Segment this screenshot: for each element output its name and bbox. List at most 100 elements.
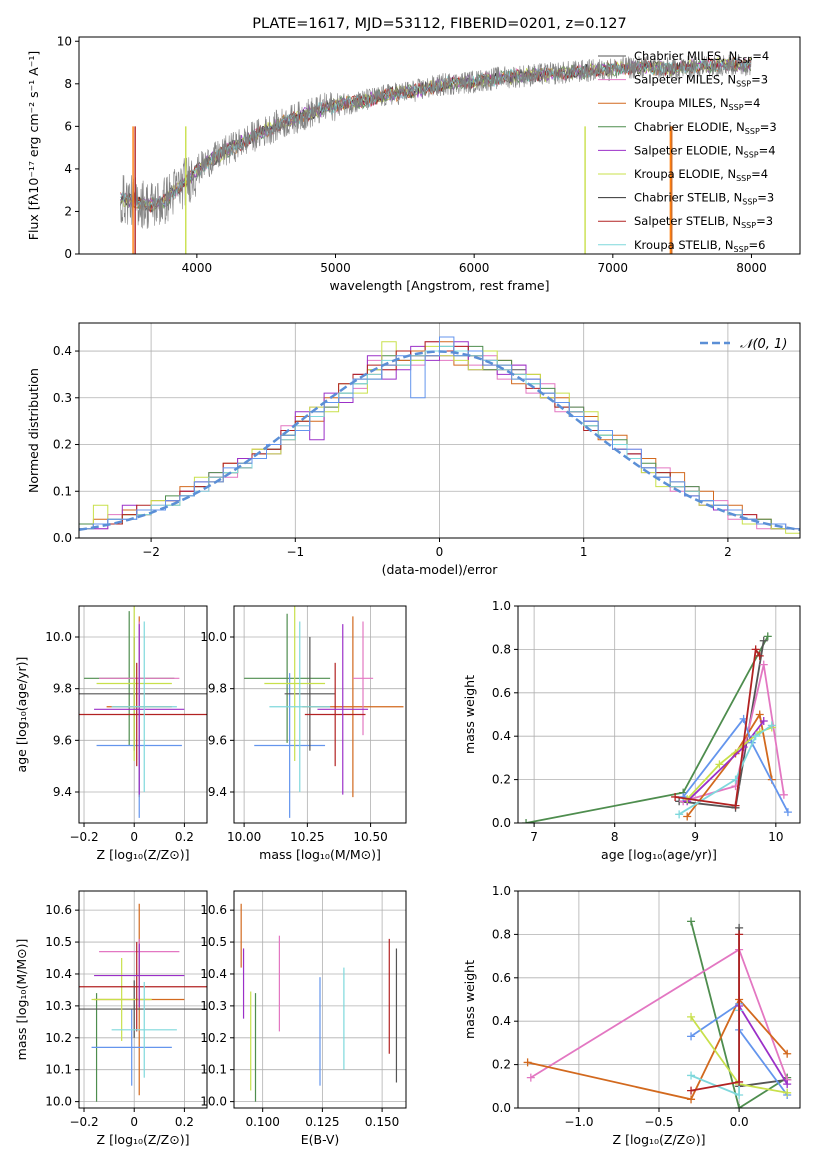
plot-area <box>522 632 792 823</box>
errorbar-point <box>304 662 366 767</box>
x-axis-label: Z [log₁₀(Z/Z⊙)] <box>97 1132 190 1147</box>
y-axis-label: Normed distribution <box>26 368 41 493</box>
x-tick-label: 8000 <box>736 261 767 275</box>
weight-line <box>525 635 769 823</box>
plot-area <box>240 903 398 1102</box>
weight-marker <box>687 1086 696 1095</box>
legend-label: Chabrier MILES, NSSP=4 <box>634 49 769 65</box>
legend-label-sub: SSP <box>745 127 760 136</box>
y-tick-label: 10 <box>57 34 72 48</box>
y-tick-label: 0.8 <box>492 642 511 656</box>
legend-label: Salpeter STELIB, NSSP=3 <box>634 214 773 230</box>
x-tick-label: 0 <box>436 545 444 559</box>
plot-area <box>120 53 752 254</box>
x-tick-label: 0.100 <box>245 1115 279 1129</box>
legend-label-name: Chabrier MILES, N <box>634 49 737 63</box>
y-tick-label: 0.6 <box>492 971 511 985</box>
weight-marker <box>687 1095 696 1104</box>
errorbar-point <box>79 980 207 1038</box>
weight-marker <box>763 632 772 641</box>
y-tick-label: 9.8 <box>208 682 227 696</box>
weight-line <box>682 664 785 803</box>
legend-label-suffix: =3 <box>756 214 773 228</box>
weight-marker <box>755 710 764 719</box>
errorbar-point <box>79 942 207 1032</box>
legend-label-sub: SSP <box>742 198 757 207</box>
y-tick-label: 9.6 <box>208 733 227 747</box>
x-tick-label: 8 <box>611 830 619 844</box>
weight-marker <box>759 660 768 669</box>
y-axis-label: mass weight <box>462 675 477 754</box>
weight-marker <box>683 812 692 821</box>
x-tick-label: 0.2 <box>175 1115 194 1129</box>
chart-mass-vs-ebv: 0.100 0.125 0.150 10.0 10.1 10.2 10.3 10.4 10.5 1… <box>200 890 407 1147</box>
legend-label-name: Chabrier ELODIE, N <box>634 120 745 134</box>
axes-frame: 0.100 0.125 0.150 10.0 10.1 10.2 10.3 10.4 10.5 1… <box>200 890 407 1147</box>
weight-series <box>687 930 744 1095</box>
legend-label-name: Kroupa ELODIE, N <box>634 167 736 181</box>
legend-label-sub: SSP <box>736 80 751 89</box>
x-tick-label: 5000 <box>320 261 351 275</box>
errorbar-point <box>111 621 177 792</box>
weight-marker <box>783 1080 792 1089</box>
axes-frame: 7 8 9 10 0.0 0.2 0.4 0.6 0.8 1.0 age [log₁₀(age/yr… <box>462 599 801 862</box>
legend-label: Kroupa STELIB, NSSP=6 <box>634 238 765 254</box>
x-tick-label: 10.00 <box>227 830 261 844</box>
weight-marker <box>735 1104 744 1108</box>
plot-area <box>523 917 792 1108</box>
chart-mass-vs-z: −0.2 0 0.2 10.0 10.1 10.2 10.3 10.4 10.5 10.6 Z [l… <box>14 890 208 1147</box>
y-tick-label: 4 <box>64 162 72 176</box>
weight-marker <box>731 801 740 810</box>
legend-label-suffix: =4 <box>759 143 776 157</box>
x-tick-label: 0.125 <box>305 1115 339 1129</box>
weight-marker <box>779 790 788 799</box>
y-axis-label: mass [log₁₀(M/M⊙)] <box>14 939 29 1061</box>
legend-label-name: Salpeter MILES, N <box>634 73 736 87</box>
legend-label-suffix: =3 <box>751 73 768 87</box>
y-axis-label: Flux [fλ10⁻¹⁷ erg cm⁻² s⁻¹ A⁻¹] <box>26 51 41 240</box>
legend-label-sub: SSP <box>729 103 744 112</box>
errorbar-point <box>317 624 369 795</box>
weight-marker <box>687 917 696 926</box>
y-tick-label: 10.0 <box>200 630 227 644</box>
y-tick-label: 9.4 <box>53 785 72 799</box>
y-tick-label: 0.0 <box>492 1101 511 1115</box>
y-tick-label: 2 <box>64 204 72 218</box>
legend-label: Salpeter ELODIE, NSSP=4 <box>634 143 776 159</box>
y-tick-label: 10.2 <box>200 1031 227 1045</box>
legend-label-suffix: =3 <box>757 191 774 205</box>
legend-label-name: Kroupa STELIB, N <box>634 238 734 252</box>
legend-label-suffix: =3 <box>760 120 777 134</box>
legend-label: 𝒩(0, 1) <box>740 337 787 352</box>
weight-marker <box>783 808 792 817</box>
weight-marker <box>767 721 776 730</box>
y-tick-label: 0.2 <box>492 1058 511 1072</box>
weight-line <box>690 921 788 1108</box>
errorbar-point <box>264 606 326 761</box>
legend-label-name: Salpeter STELIB, N <box>634 214 741 228</box>
weight-marker <box>687 1012 696 1021</box>
y-tick-label: 10.2 <box>45 1031 72 1045</box>
x-axis-label: age [log₁₀(age/yr)] <box>601 847 717 862</box>
axes-frame: −0.2 0 0.2 10.0 10.1 10.2 10.3 10.4 10.5 10.6 Z [l… <box>14 890 208 1147</box>
y-tick-label: 0.6 <box>492 686 511 700</box>
weight-marker <box>759 636 768 645</box>
errorbar-point <box>352 621 374 736</box>
x-tick-label: 9 <box>691 830 699 844</box>
weight-series <box>679 714 792 817</box>
legend-label-suffix: =4 <box>744 96 761 110</box>
weight-marker <box>735 1090 744 1099</box>
x-tick-label: 0.2 <box>175 830 194 844</box>
weight-marker <box>751 645 760 654</box>
legend-label: Chabrier ELODIE, NSSP=3 <box>634 120 777 136</box>
plot-area <box>244 606 404 818</box>
errorbar-point <box>254 673 326 818</box>
legend-label-sub: SSP <box>744 150 759 159</box>
errorbar-point <box>91 958 152 1041</box>
y-tick-label: 0.2 <box>492 773 511 787</box>
weight-marker <box>751 732 760 741</box>
y-tick-label: 8 <box>64 77 72 91</box>
legend-label-name: Salpeter ELODIE, N <box>634 143 744 157</box>
x-axis-label: (data-model)/error <box>382 562 499 577</box>
weight-line <box>738 1005 788 1085</box>
